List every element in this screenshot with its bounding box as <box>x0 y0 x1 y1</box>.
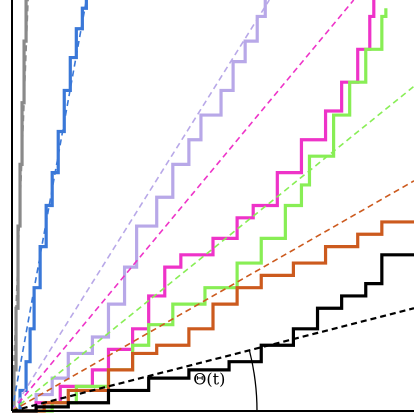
trend-line-6 <box>11 180 414 412</box>
series-line-5 <box>12 8 388 413</box>
trend-line-3 <box>11 0 270 412</box>
angle-label: Θ(t) <box>193 369 225 388</box>
series-line-4 <box>12 0 376 413</box>
series-line-3 <box>12 0 267 413</box>
series-line-1 <box>12 0 28 413</box>
series-layer <box>11 0 414 413</box>
trend-line-4 <box>11 0 355 412</box>
trend-line-7 <box>11 307 414 413</box>
series-line-2 <box>12 0 88 413</box>
angle-arc <box>248 350 258 412</box>
series-line-7 <box>12 253 414 413</box>
trend-line-5 <box>11 85 414 412</box>
